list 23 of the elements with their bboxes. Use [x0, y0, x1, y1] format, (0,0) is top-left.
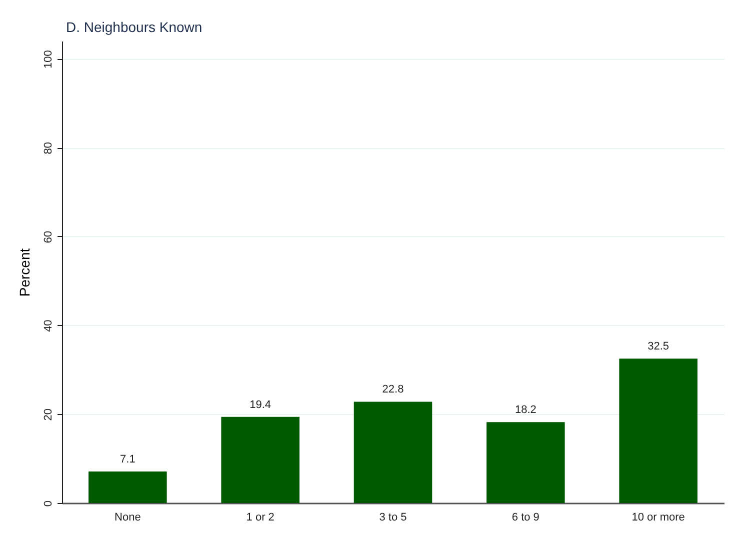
x-tick-label: None [114, 512, 141, 524]
data-label: 32.5 [648, 340, 670, 353]
data-label: 18.2 [514, 404, 536, 416]
y-axis-title: Percent [16, 248, 32, 297]
data-label: 7.1 [120, 453, 136, 466]
data-label: 22.8 [382, 384, 404, 396]
data-label: 19.4 [250, 398, 272, 411]
x-tick-label: 1 or 2 [246, 512, 274, 524]
bar [221, 416, 300, 503]
x-tick-label: 6 to 9 [512, 512, 540, 524]
y-tick-label: 60 [42, 230, 54, 244]
bar [486, 422, 565, 503]
x-tick-label: 10 or more [632, 512, 685, 524]
bar [354, 402, 432, 503]
y-tick-label: 0 [42, 500, 54, 507]
chart-title: D. Neighbours Known [66, 19, 202, 35]
bar [88, 471, 167, 503]
bar [619, 358, 698, 503]
y-tick-label: 20 [42, 408, 54, 421]
x-tick-label: 3 to 5 [379, 512, 407, 524]
y-tick-label: 100 [42, 50, 54, 68]
y-tick-label: 40 [42, 320, 54, 332]
y-tick-label: 80 [42, 142, 54, 154]
